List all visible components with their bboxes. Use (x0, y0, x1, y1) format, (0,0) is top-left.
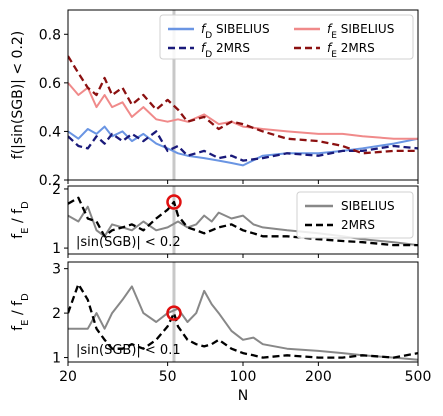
ytick-label: 3 (52, 262, 61, 278)
series-bottom-2mrs (68, 283, 418, 359)
series-bottom-sibelius (68, 285, 418, 361)
xtick-label: 200 (305, 369, 332, 385)
ytick-label: 0.2 (39, 173, 61, 189)
xlabel: N (238, 388, 248, 404)
annotation-bottom: |sin(SGB)| < 0.1 (76, 343, 181, 358)
series-middle-2mrs (68, 196, 418, 247)
panel-bottom: 1 2 3 fE / fD |sin(SGB)| < 0.1 (10, 261, 419, 367)
legend-top: fD SIBELIUS fE SIBELIUS fD 2MRS fE 2MRS (159, 14, 414, 60)
ylabel-top: f(|sin(SGB)| < 0.2) (10, 31, 26, 160)
ytick-label: 0.8 (39, 27, 61, 43)
xtick-label: 20 (59, 369, 77, 385)
annotation-middle: |sin(SGB)| < 0.2 (76, 235, 181, 250)
legend-box (296, 191, 414, 239)
series-top-f-e-sibelius (68, 82, 418, 140)
legend-label: fE 2MRS (327, 41, 375, 60)
xtick-label: 50 (159, 369, 177, 385)
legend-label: 2MRS (341, 218, 375, 232)
ylabel-middle: fE / fD (10, 201, 31, 239)
series-top-f-d-2mrs (68, 130, 418, 162)
ytick-label: 0.4 (39, 124, 61, 140)
panel-top: 0.2 0.4 0.6 0.8 f(|sin(SGB)| < 0.2) fD SIBELI… (10, 9, 419, 189)
legend-label: fE SIBELIUS (327, 22, 394, 41)
panel-middle: 1 2 fE / fD |sin(SGB)| < 0.2 SIBELIUS 2MRS (10, 182, 419, 258)
series-top-f-d-sibelius (68, 125, 418, 167)
ytick-label: 2 (52, 182, 61, 198)
marker-bottom (166, 305, 182, 321)
legend-box (159, 14, 414, 60)
legend-label: SIBELIUS (341, 199, 395, 213)
ytick-label: 1 (52, 351, 61, 367)
legend-middle: SIBELIUS 2MRS (296, 191, 414, 239)
marker-middle (166, 194, 182, 210)
ytick-label: 0.6 (39, 76, 61, 92)
ytick-label: 2 (52, 306, 61, 322)
legend-label: fD 2MRS (201, 41, 250, 60)
ytick-label: 1 (52, 241, 61, 257)
xtick-label: 500 (405, 369, 432, 385)
xtick-label: 100 (230, 369, 257, 385)
ylabel-bottom: fE / fD (10, 293, 31, 331)
series-top-f-e-2mrs (68, 55, 418, 155)
legend-label: fD SIBELIUS (201, 22, 270, 41)
